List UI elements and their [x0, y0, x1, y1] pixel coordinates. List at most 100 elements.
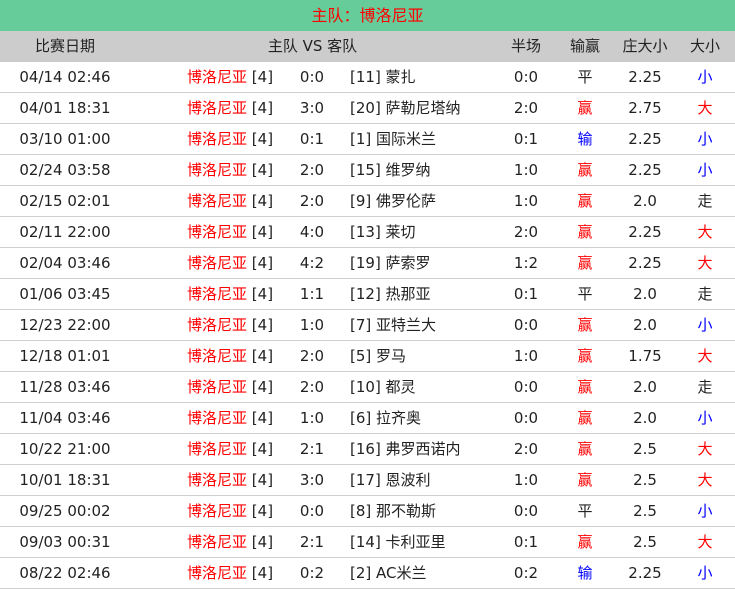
match-date: 04/01 18:31 [19, 99, 111, 117]
home-team-name[interactable]: 博洛尼亚 [187, 533, 248, 551]
away-team[interactable]: [16] 弗罗西诺内 [350, 440, 461, 458]
full-score: 1:0 [299, 316, 325, 334]
home-team: 博洛尼亚 [4] [187, 186, 273, 216]
home-team-name[interactable]: 博洛尼亚 [187, 285, 248, 303]
away-team[interactable]: [10] 都灵 [350, 378, 416, 396]
half-score: 0:1 [513, 285, 539, 303]
home-team-name[interactable]: 博洛尼亚 [187, 192, 248, 210]
home-team-name[interactable]: 博洛尼亚 [187, 471, 248, 489]
half-score: 2:0 [513, 223, 539, 241]
ou-line: 2.5 [633, 502, 657, 520]
half-score: 1:0 [513, 347, 539, 365]
away-team[interactable]: [13] 莱切 [350, 223, 416, 241]
home-team: 博洛尼亚 [4] [187, 496, 273, 526]
result: 平 [577, 285, 593, 303]
match-date: 09/25 00:02 [19, 502, 111, 520]
home-rank: [4] [251, 564, 274, 582]
match-date: 12/18 01:01 [19, 347, 111, 365]
away-team[interactable]: [2] AC米兰 [350, 564, 427, 582]
match-date: 11/28 03:46 [19, 378, 111, 396]
home-team-name[interactable]: 博洛尼亚 [187, 68, 248, 86]
home-team-name[interactable]: 博洛尼亚 [187, 161, 248, 179]
home-team-name[interactable]: 博洛尼亚 [187, 99, 248, 117]
away-team[interactable]: [12] 热那亚 [350, 285, 431, 303]
table-row: 12/23 22:00 博洛尼亚 [4] 1:0 [7] 亚特兰大 0:0 赢 … [0, 310, 735, 341]
header-half: 半场 [510, 37, 541, 55]
home-rank: [4] [251, 409, 274, 427]
full-score: 2:0 [299, 192, 325, 210]
ou-result: 大 [697, 223, 713, 241]
away-team[interactable]: [14] 卡利亚里 [350, 533, 446, 551]
ou-result: 大 [697, 471, 713, 489]
table-row: 01/06 03:45 博洛尼亚 [4] 1:1 [12] 热那亚 0:1 平 … [0, 279, 735, 310]
full-score: 0:1 [299, 130, 325, 148]
home-team-name[interactable]: 博洛尼亚 [187, 223, 248, 241]
home-team-name[interactable]: 博洛尼亚 [187, 409, 248, 427]
table-row: 10/01 18:31 博洛尼亚 [4] 3:0 [17] 恩波利 1:0 赢 … [0, 465, 735, 496]
half-score: 0:0 [513, 316, 539, 334]
half-score: 0:0 [513, 502, 539, 520]
away-team[interactable]: [11] 蒙扎 [350, 68, 416, 86]
away-team[interactable]: [8] 那不勒斯 [350, 502, 437, 520]
header-date: 比赛日期 [34, 37, 95, 55]
result: 赢 [577, 533, 593, 551]
full-score: 1:1 [299, 285, 325, 303]
home-rank: [4] [251, 502, 274, 520]
home-rank: [4] [251, 223, 274, 241]
away-team[interactable]: [19] 萨索罗 [350, 254, 431, 272]
away-team[interactable]: [15] 维罗纳 [350, 161, 431, 179]
match-date: 02/04 03:46 [19, 254, 111, 272]
away-team[interactable]: [1] 国际米兰 [350, 130, 437, 148]
result: 赢 [577, 254, 593, 272]
full-score: 0:0 [299, 502, 325, 520]
away-team[interactable]: [17] 恩波利 [350, 471, 431, 489]
table-row: 09/03 00:31 博洛尼亚 [4] 2:1 [14] 卡利亚里 0:1 赢… [0, 527, 735, 558]
header-result: 输赢 [569, 37, 600, 55]
ou-result: 小 [697, 409, 713, 427]
full-score: 0:2 [299, 564, 325, 582]
away-team[interactable]: [9] 佛罗伦萨 [350, 192, 437, 210]
home-team: 博洛尼亚 [4] [187, 155, 273, 185]
home-rank: [4] [251, 68, 274, 86]
home-team-name[interactable]: 博洛尼亚 [187, 130, 248, 148]
home-rank: [4] [251, 378, 274, 396]
home-team-name[interactable]: 博洛尼亚 [187, 440, 248, 458]
ou-result: 小 [697, 130, 713, 148]
home-team-name[interactable]: 博洛尼亚 [187, 316, 248, 334]
ou-result: 走 [697, 378, 713, 396]
ou-result: 小 [697, 68, 713, 86]
home-team-name[interactable]: 博洛尼亚 [187, 564, 248, 582]
away-team[interactable]: [7] 亚特兰大 [350, 316, 437, 334]
home-team-name[interactable]: 博洛尼亚 [187, 254, 248, 272]
match-date: 02/11 22:00 [19, 223, 111, 241]
match-date: 03/10 01:00 [19, 130, 111, 148]
home-team: 博洛尼亚 [4] [187, 310, 273, 340]
ou-result: 大 [697, 254, 713, 272]
home-rank: [4] [251, 285, 274, 303]
half-score: 1:0 [513, 192, 539, 210]
ou-line: 2.5 [633, 471, 657, 489]
away-team[interactable]: [20] 萨勒尼塔纳 [350, 99, 461, 117]
home-team-name[interactable]: 博洛尼亚 [187, 502, 248, 520]
result: 输 [577, 564, 593, 582]
home-team-name[interactable]: 博洛尼亚 [187, 347, 248, 365]
full-score: 4:0 [299, 223, 325, 241]
home-rank: [4] [251, 316, 274, 334]
half-score: 2:0 [513, 440, 539, 458]
result: 平 [577, 68, 593, 86]
team-title: 主队：博洛尼亚 [0, 0, 735, 31]
full-score: 4:2 [299, 254, 325, 272]
full-score: 2:0 [299, 347, 325, 365]
home-rank: [4] [251, 161, 274, 179]
home-team: 博洛尼亚 [4] [187, 465, 273, 495]
result: 赢 [577, 440, 593, 458]
full-score: 2:1 [299, 440, 325, 458]
home-rank: [4] [251, 99, 274, 117]
home-rank: [4] [251, 130, 274, 148]
full-score: 2:0 [299, 378, 325, 396]
away-team[interactable]: [6] 拉齐奥 [350, 409, 422, 427]
ou-line: 2.25 [628, 68, 662, 86]
away-team[interactable]: [5] 罗马 [350, 347, 407, 365]
home-team-name[interactable]: 博洛尼亚 [187, 378, 248, 396]
ou-line: 2.0 [633, 378, 657, 396]
